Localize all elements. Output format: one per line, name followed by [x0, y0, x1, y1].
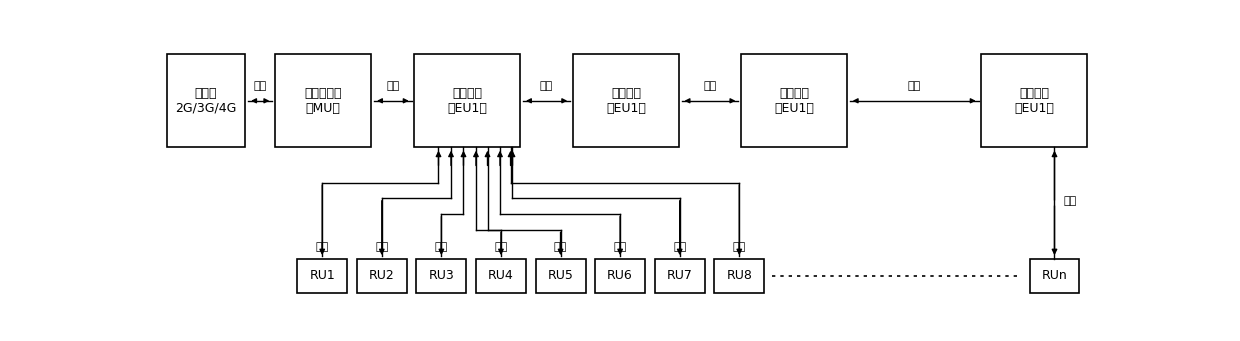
- Text: RU3: RU3: [429, 269, 454, 282]
- Bar: [595, 259, 645, 293]
- Text: 扩展单元
（EU1）: 扩展单元 （EU1）: [606, 87, 646, 115]
- Text: 扩展单元
（EU1）: 扩展单元 （EU1）: [774, 87, 813, 115]
- Text: 光纤: 光纤: [673, 242, 686, 252]
- Text: 光纤: 光纤: [376, 242, 388, 252]
- Bar: [573, 54, 678, 147]
- Text: 信号源
2G/3G/4G: 信号源 2G/3G/4G: [175, 87, 237, 115]
- Bar: [298, 259, 347, 293]
- Text: RU2: RU2: [370, 269, 394, 282]
- Bar: [414, 54, 521, 147]
- Bar: [714, 259, 764, 293]
- Text: 主接入单元
（MU）: 主接入单元 （MU）: [305, 87, 342, 115]
- Bar: [357, 259, 407, 293]
- Bar: [742, 54, 847, 147]
- Text: RU4: RU4: [489, 269, 513, 282]
- Text: 光纤: 光纤: [316, 242, 329, 252]
- Text: 扩展单元
（EU1）: 扩展单元 （EU1）: [448, 87, 487, 115]
- Text: 光纤: 光纤: [703, 81, 717, 91]
- Text: RUn: RUn: [1042, 269, 1068, 282]
- Bar: [1029, 259, 1080, 293]
- Bar: [476, 259, 526, 293]
- Text: RU8: RU8: [727, 269, 753, 282]
- Text: 光纤: 光纤: [539, 81, 553, 91]
- Text: RU1: RU1: [309, 269, 335, 282]
- Bar: [536, 259, 585, 293]
- Text: RU5: RU5: [548, 269, 573, 282]
- Text: 光纤: 光纤: [386, 81, 399, 91]
- Text: 光纤: 光纤: [1063, 196, 1076, 206]
- Bar: [166, 54, 246, 147]
- Text: 馈线: 馈线: [254, 81, 267, 91]
- Bar: [982, 54, 1087, 147]
- Text: 扩展单元
（EU1）: 扩展单元 （EU1）: [1014, 87, 1054, 115]
- Text: 光纤: 光纤: [554, 242, 567, 252]
- Text: RU7: RU7: [667, 269, 693, 282]
- Text: 光纤: 光纤: [495, 242, 507, 252]
- Text: 光纤: 光纤: [908, 81, 921, 91]
- Text: 光纤: 光纤: [435, 242, 448, 252]
- Text: 光纤: 光纤: [614, 242, 626, 252]
- Bar: [655, 259, 704, 293]
- Text: RU6: RU6: [608, 269, 632, 282]
- Text: 光纤: 光纤: [733, 242, 746, 252]
- Bar: [275, 54, 371, 147]
- Bar: [417, 259, 466, 293]
